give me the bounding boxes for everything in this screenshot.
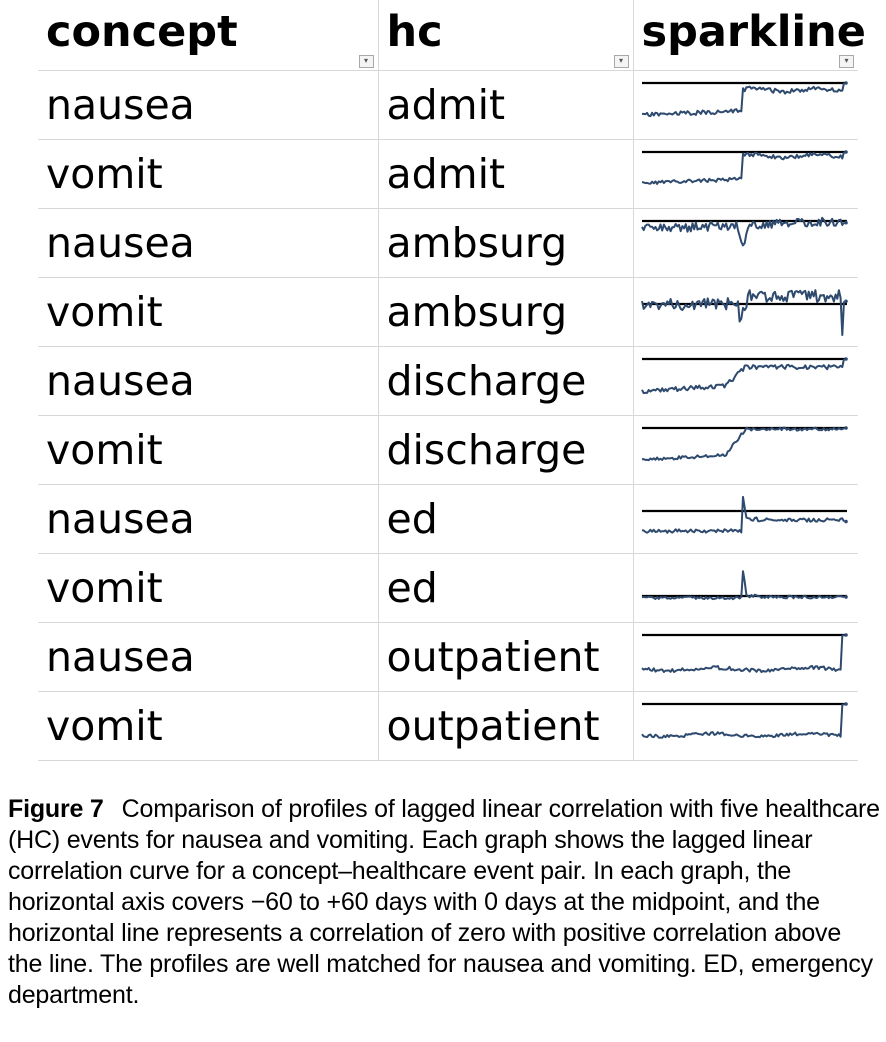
- table-row: vomit admit: [38, 139, 858, 209]
- sparkline-chart: [640, 632, 848, 673]
- concept-hc-table: concept ▾ hc ▾ sparkline ▾ nausea admit: [38, 0, 866, 761]
- correlation-curve: [640, 358, 845, 394]
- sparkline-chart: [640, 288, 848, 336]
- filter-dropdown-icon[interactable]: ▾: [839, 54, 854, 68]
- correlation-curve: [641, 82, 845, 117]
- sparkline-chart: [641, 425, 848, 461]
- cell-sparkline: [632, 277, 858, 347]
- cell-sparkline: [632, 484, 858, 554]
- cell-sparkline: [632, 553, 858, 623]
- cell-concept: vomit: [38, 415, 378, 485]
- correlation-curve: [640, 702, 845, 739]
- cell-sparkline: [632, 208, 858, 278]
- cell-sparkline: [632, 415, 858, 485]
- sparkline-chart: [641, 80, 848, 117]
- header-row: concept ▾ hc ▾ sparkline ▾: [38, 0, 866, 71]
- filter-dropdown-icon[interactable]: ▾: [358, 54, 374, 68]
- correlation-curve: [641, 495, 845, 534]
- table-row: vomit discharge: [38, 415, 858, 485]
- correlation-curve: [640, 216, 845, 246]
- column-header-hc-label: hc: [386, 6, 443, 57]
- curve-end-marker: [843, 632, 848, 637]
- filter-dropdown-icon[interactable]: ▾: [613, 54, 629, 68]
- curve-end-marker: [843, 80, 848, 85]
- correlation-curve: [640, 288, 845, 336]
- table-row: vomit outpatient: [38, 691, 858, 761]
- correlation-curve: [641, 426, 845, 461]
- cell-hc: ed: [377, 484, 633, 554]
- table-row: nausea ambsurg: [38, 208, 858, 278]
- cell-sparkline: [632, 346, 858, 416]
- cell-concept: vomit: [38, 139, 378, 209]
- curve-end-marker: [843, 149, 848, 154]
- sparkline-chart: [641, 495, 848, 534]
- curve-end-marker: [843, 220, 848, 225]
- cell-concept: nausea: [38, 346, 378, 416]
- cell-sparkline: [632, 622, 858, 692]
- cell-hc: ambsurg: [377, 277, 633, 347]
- column-header-concept-label: concept: [46, 6, 238, 57]
- column-header-sparkline: sparkline ▾: [632, 0, 866, 71]
- cell-sparkline: [632, 70, 858, 140]
- figure-caption: Figure 7 Comparison of profiles of lagged…: [8, 794, 880, 1011]
- cell-hc: ambsurg: [377, 208, 633, 278]
- cell-concept: nausea: [38, 484, 378, 554]
- cell-hc: discharge: [377, 415, 633, 485]
- cell-hc: admit: [377, 70, 633, 140]
- sparkline-chart: [641, 569, 848, 600]
- column-header-hc: hc ▾: [377, 0, 633, 71]
- column-header-sparkline-label: sparkline: [641, 6, 866, 57]
- table-row: vomit ed: [38, 553, 858, 623]
- sparkline-chart: [640, 701, 848, 739]
- sparkline-chart: [640, 356, 848, 394]
- cell-sparkline: [632, 691, 858, 761]
- table-row: nausea ed: [38, 484, 858, 554]
- table-row: nausea admit: [38, 70, 858, 140]
- cell-hc: discharge: [377, 346, 633, 416]
- table-row: vomit ambsurg: [38, 277, 858, 347]
- curve-end-marker: [843, 594, 848, 599]
- curve-end-marker: [843, 701, 848, 706]
- table-row: nausea outpatient: [38, 622, 858, 692]
- curve-end-marker: [843, 298, 848, 303]
- cell-hc: admit: [377, 139, 633, 209]
- table-row: nausea discharge: [38, 346, 858, 416]
- cell-concept: vomit: [38, 277, 378, 347]
- cell-hc: outpatient: [377, 622, 633, 692]
- curve-end-marker: [843, 425, 848, 430]
- correlation-curve: [641, 569, 844, 600]
- figure-label: Figure 7: [8, 795, 104, 823]
- correlation-curve: [640, 633, 844, 673]
- column-header-concept: concept ▾: [38, 0, 378, 71]
- cell-concept: nausea: [38, 622, 378, 692]
- cell-concept: vomit: [38, 553, 378, 623]
- data-table-container: concept ▾ hc ▾ sparkline ▾ nausea admit: [38, 0, 866, 761]
- sparkline-chart: [641, 149, 848, 185]
- cell-concept: vomit: [38, 691, 378, 761]
- cell-hc: ed: [377, 553, 633, 623]
- cell-sparkline: [632, 139, 858, 209]
- curve-end-marker: [843, 519, 848, 523]
- correlation-curve: [641, 151, 845, 185]
- caption-text: Comparison of profiles of lagged linear …: [8, 795, 880, 1009]
- cell-concept: nausea: [38, 208, 378, 278]
- cell-concept: nausea: [38, 70, 378, 140]
- curve-end-marker: [843, 356, 848, 361]
- sparkline-chart: [640, 216, 848, 246]
- cell-hc: outpatient: [377, 691, 633, 761]
